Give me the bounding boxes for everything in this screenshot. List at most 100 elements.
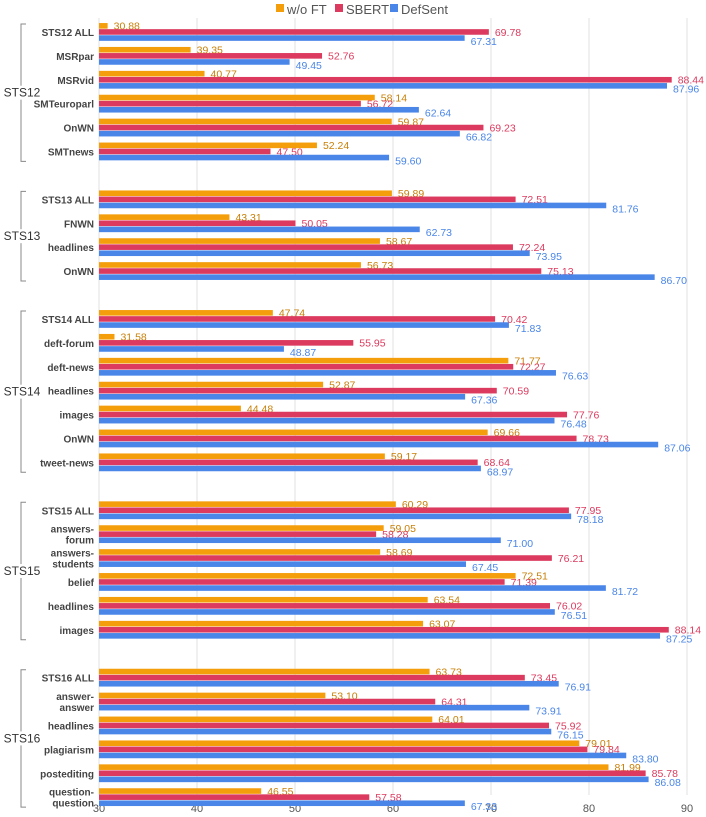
bar-w-o-ft-headlines [99,716,433,723]
data-label-defsent: 76.51 [561,610,587,622]
bar-w-o-ft-plagiarism [99,740,580,747]
bar-sbert-postediting [99,770,646,777]
bar-defsent-smteuroparl [99,106,419,113]
bar-sbert-onwn [99,268,542,274]
row-label-postediting: postediting [40,769,94,780]
data-label-w-o-ft: 58.14 [381,92,407,104]
data-label-defsent: 73.91 [535,705,561,717]
data-label-sbert: 55.95 [359,338,385,350]
group-label-bg [3,229,41,244]
data-label-defsent: 76.63 [562,371,588,383]
row-label-smteuroparl: SMTeuroparl [34,100,95,111]
data-label-defsent: 78.18 [577,514,603,526]
data-label-defsent: 76.48 [561,418,587,430]
data-label-w-o-ft: 71.77 [514,355,540,367]
data-label-defsent: 73.95 [536,251,562,263]
bar-sbert-images [99,411,568,418]
data-label-sbert: 77.95 [575,505,601,517]
data-label-sbert: 69.23 [489,122,515,134]
row-label-smtnews: SMTnews [48,147,95,158]
bar-sbert-fnwn [99,220,296,227]
data-label-sbert: 75.92 [555,720,581,732]
bar-defsent-deft-forum [99,346,284,352]
group-label-sts14: STS14 [4,385,41,399]
bar-sbert-headlines [99,603,550,609]
bar-sbert-onwn [99,124,484,131]
bar-defsent-msrvid [99,83,668,89]
data-label-defsent: 67.33 [471,801,497,813]
legend-swatch-defsent [390,4,398,12]
bar-w-o-ft-sts13-all [99,190,392,197]
row-label-images: images [60,411,95,422]
bar-defsent-belief [99,585,606,591]
bar-w-o-ft-fnwn [99,214,230,220]
data-label-defsent: 87.06 [664,442,690,454]
bar-sbert-headlines [99,722,550,729]
row-label-headlines: headlines [48,243,95,254]
bar-sbert-tweet-news [99,459,478,466]
data-label-defsent: 86.08 [655,777,681,789]
data-label-defsent: 48.87 [290,347,316,359]
bar-w-o-ft-sts16-all [99,668,430,675]
data-label-defsent: 86.70 [661,275,687,287]
row-label-sts16-all: STS16 ALL [42,674,94,685]
group-label-bg [3,564,41,578]
row-label-fnwn: FNWN [64,219,94,230]
row-label-answers-students: students [52,560,94,571]
bar-sbert-onwn [99,435,577,442]
bar-sbert-headlines [99,244,513,250]
row-label-question-question: question [52,799,94,810]
bar-defsent-sts15-all [99,513,572,520]
bar-defsent-images [99,633,661,639]
bar-sbert-deft-forum [99,340,354,346]
x-tick-label: 70 [485,803,497,815]
group-label-sts13: STS13 [4,229,41,243]
row-label-question-question: question- [49,788,94,799]
data-label-sbert: 70.59 [503,385,529,397]
row-label-images: images [60,626,95,637]
bar-defsent-sts12-all [99,35,465,41]
row-label-headlines: headlines [48,387,95,398]
bar-sbert-smteuroparl [99,100,361,107]
data-label-sbert: 85.78 [652,768,678,780]
data-label-w-o-ft: 52.24 [323,140,349,152]
data-label-defsent: 81.76 [612,203,638,215]
legend-label-wo-ft: w/o FT [287,2,327,17]
bar-w-o-ft-smteuroparl [99,94,375,101]
bar-w-o-ft-tweet-news [99,453,385,460]
row-label-answer-answer: answer- [56,692,94,703]
bar-defsent-sts16-all [99,680,559,687]
bar-w-o-ft-onwn [99,429,488,436]
bar-sbert-question-question [99,794,370,800]
data-label-defsent: 71.83 [515,323,541,335]
row-label-sts15-all: STS15 ALL [42,506,94,517]
bar-defsent-sts13-all [99,202,607,209]
group-label-sts12: STS12 [4,86,41,100]
bar-defsent-images [99,417,555,424]
bar-sbert-belief [99,579,505,585]
bar-sbert-sts16-all [99,674,525,681]
data-label-defsent: 83.80 [632,753,658,765]
bar-sbert-msrvid [99,76,672,83]
legend-swatch-wo-ft [276,4,284,12]
data-label-defsent: 66.82 [466,131,492,143]
row-label-sts13-all: STS13 ALL [42,195,94,206]
data-label-sbert: 76.21 [558,553,584,565]
data-label-defsent: 87.25 [666,634,692,646]
bar-defsent-headlines [99,609,555,615]
row-label-headlines: headlines [48,602,95,613]
bar-w-o-ft-sts15-all [99,501,396,507]
bar-defsent-postediting [99,776,649,783]
bar-sbert-deft-news [99,363,514,370]
bar-sbert-plagiarism [99,746,588,753]
bar-w-o-ft-sts12-all [99,23,108,29]
bar-w-o-ft-headlines [99,381,324,388]
bar-w-o-ft-answer-answer [99,692,326,699]
bar-sbert-sts12-all [99,29,489,35]
bar-defsent-question-question [99,800,465,807]
data-label-sbert: 77.76 [573,409,599,421]
x-tick-label: 80 [583,803,595,815]
bar-defsent-deft-news [99,370,556,376]
data-label-defsent: 62.64 [425,108,451,120]
